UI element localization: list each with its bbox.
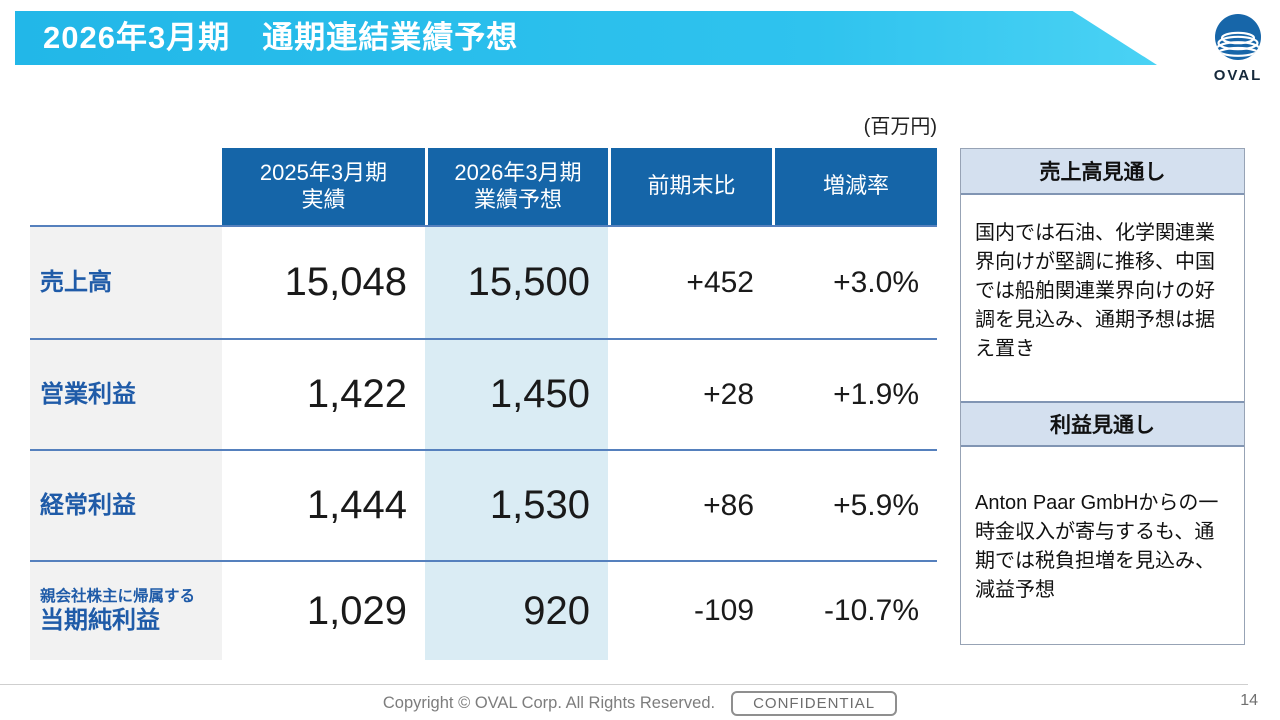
header-cell-empty (30, 148, 222, 225)
sales-outlook-body: 国内では石油、化学関連業界向けが堅調に推移、中国では船舶関連業界向けの好調を見込… (975, 222, 1215, 360)
cell-change: +86 (703, 488, 754, 522)
header-cell-change: 前期末比 (608, 148, 772, 225)
profit-outlook-title: 利益見通し (961, 401, 1244, 447)
company-logo: OVAL (1204, 12, 1272, 84)
forecast-table: 2025年3月期 実績 2026年3月期 業績予想 前期末比 増減率 売上高 1… (30, 148, 937, 660)
row-label: 売上高 (40, 268, 112, 296)
cell-rate: +1.9% (833, 377, 919, 411)
table-row-sales: 売上高 15,048 15,500 +452 +3.0% (30, 225, 937, 338)
row-label-cell: 売上高 (30, 227, 222, 338)
copyright-text: Copyright © OVAL Corp. All Rights Reserv… (382, 694, 716, 712)
title-banner: 2026年3月期 通期連結業績予想 (15, 11, 1157, 65)
table-row-operating-profit: 営業利益 1,422 1,450 +28 +1.9% (30, 338, 937, 449)
cell-actual: 15,048 (284, 260, 407, 304)
cell-change: +452 (686, 265, 754, 299)
row-label: 営業利益 (40, 380, 136, 408)
profit-outlook-body: Anton Paar GmbHからの一時金収入が寄与するも、通期では税負担増を見… (975, 492, 1219, 601)
table-header-row: 2025年3月期 実績 2026年3月期 業績予想 前期末比 増減率 (30, 148, 937, 225)
header-cell-rate: 増減率 (772, 148, 937, 225)
table-row-ordinary-profit: 経常利益 1,444 1,530 +86 +5.9% (30, 449, 937, 560)
row-label: 当期純利益 (40, 606, 160, 634)
page-title: 2026年3月期 通期連結業績予想 (43, 20, 519, 55)
cell-change: +28 (703, 377, 754, 411)
cell-rate: -10.7% (823, 594, 919, 627)
sales-outlook-title: 売上高見通し (961, 149, 1244, 195)
unit-note: (百万円) (863, 116, 937, 138)
row-label: 経常利益 (40, 491, 136, 519)
cell-forecast: 1,530 (425, 451, 608, 560)
row-label-note: 親会社株主に帰属する (40, 587, 196, 605)
outlook-panel: 売上高見通し 国内では石油、化学関連業界向けが堅調に推移、中国では船舶関連業界向… (960, 148, 1245, 645)
cell-rate: +3.0% (833, 265, 919, 299)
cell-change: -109 (693, 594, 754, 627)
row-label-cell: 親会社株主に帰属する 当期純利益 (30, 562, 222, 660)
confidential-badge: CONFIDENTIAL (731, 691, 898, 716)
cell-forecast: 920 (425, 562, 608, 660)
header-cell-forecast: 2026年3月期 業績予想 (425, 148, 608, 225)
oval-globe-icon (1215, 14, 1261, 60)
cell-actual: 1,029 (306, 588, 407, 633)
cell-actual: 1,422 (306, 372, 407, 416)
footer: Copyright © OVAL Corp. All Rights Reserv… (0, 691, 1280, 716)
table-row-net-income: 親会社株主に帰属する 当期純利益 1,029 920 -109 -10.7% (30, 560, 937, 660)
cell-actual: 1,444 (306, 483, 407, 527)
header-cell-actual: 2025年3月期 実績 (222, 148, 425, 225)
cell-rate: +5.9% (833, 488, 919, 522)
logo-wordmark: OVAL (1213, 67, 1263, 84)
cell-forecast: 1,450 (425, 340, 608, 449)
footer-divider (0, 684, 1248, 685)
page-number: 14 (1240, 692, 1258, 709)
cell-forecast: 15,500 (425, 227, 608, 338)
row-label-cell: 経常利益 (30, 451, 222, 560)
row-label-cell: 営業利益 (30, 340, 222, 449)
